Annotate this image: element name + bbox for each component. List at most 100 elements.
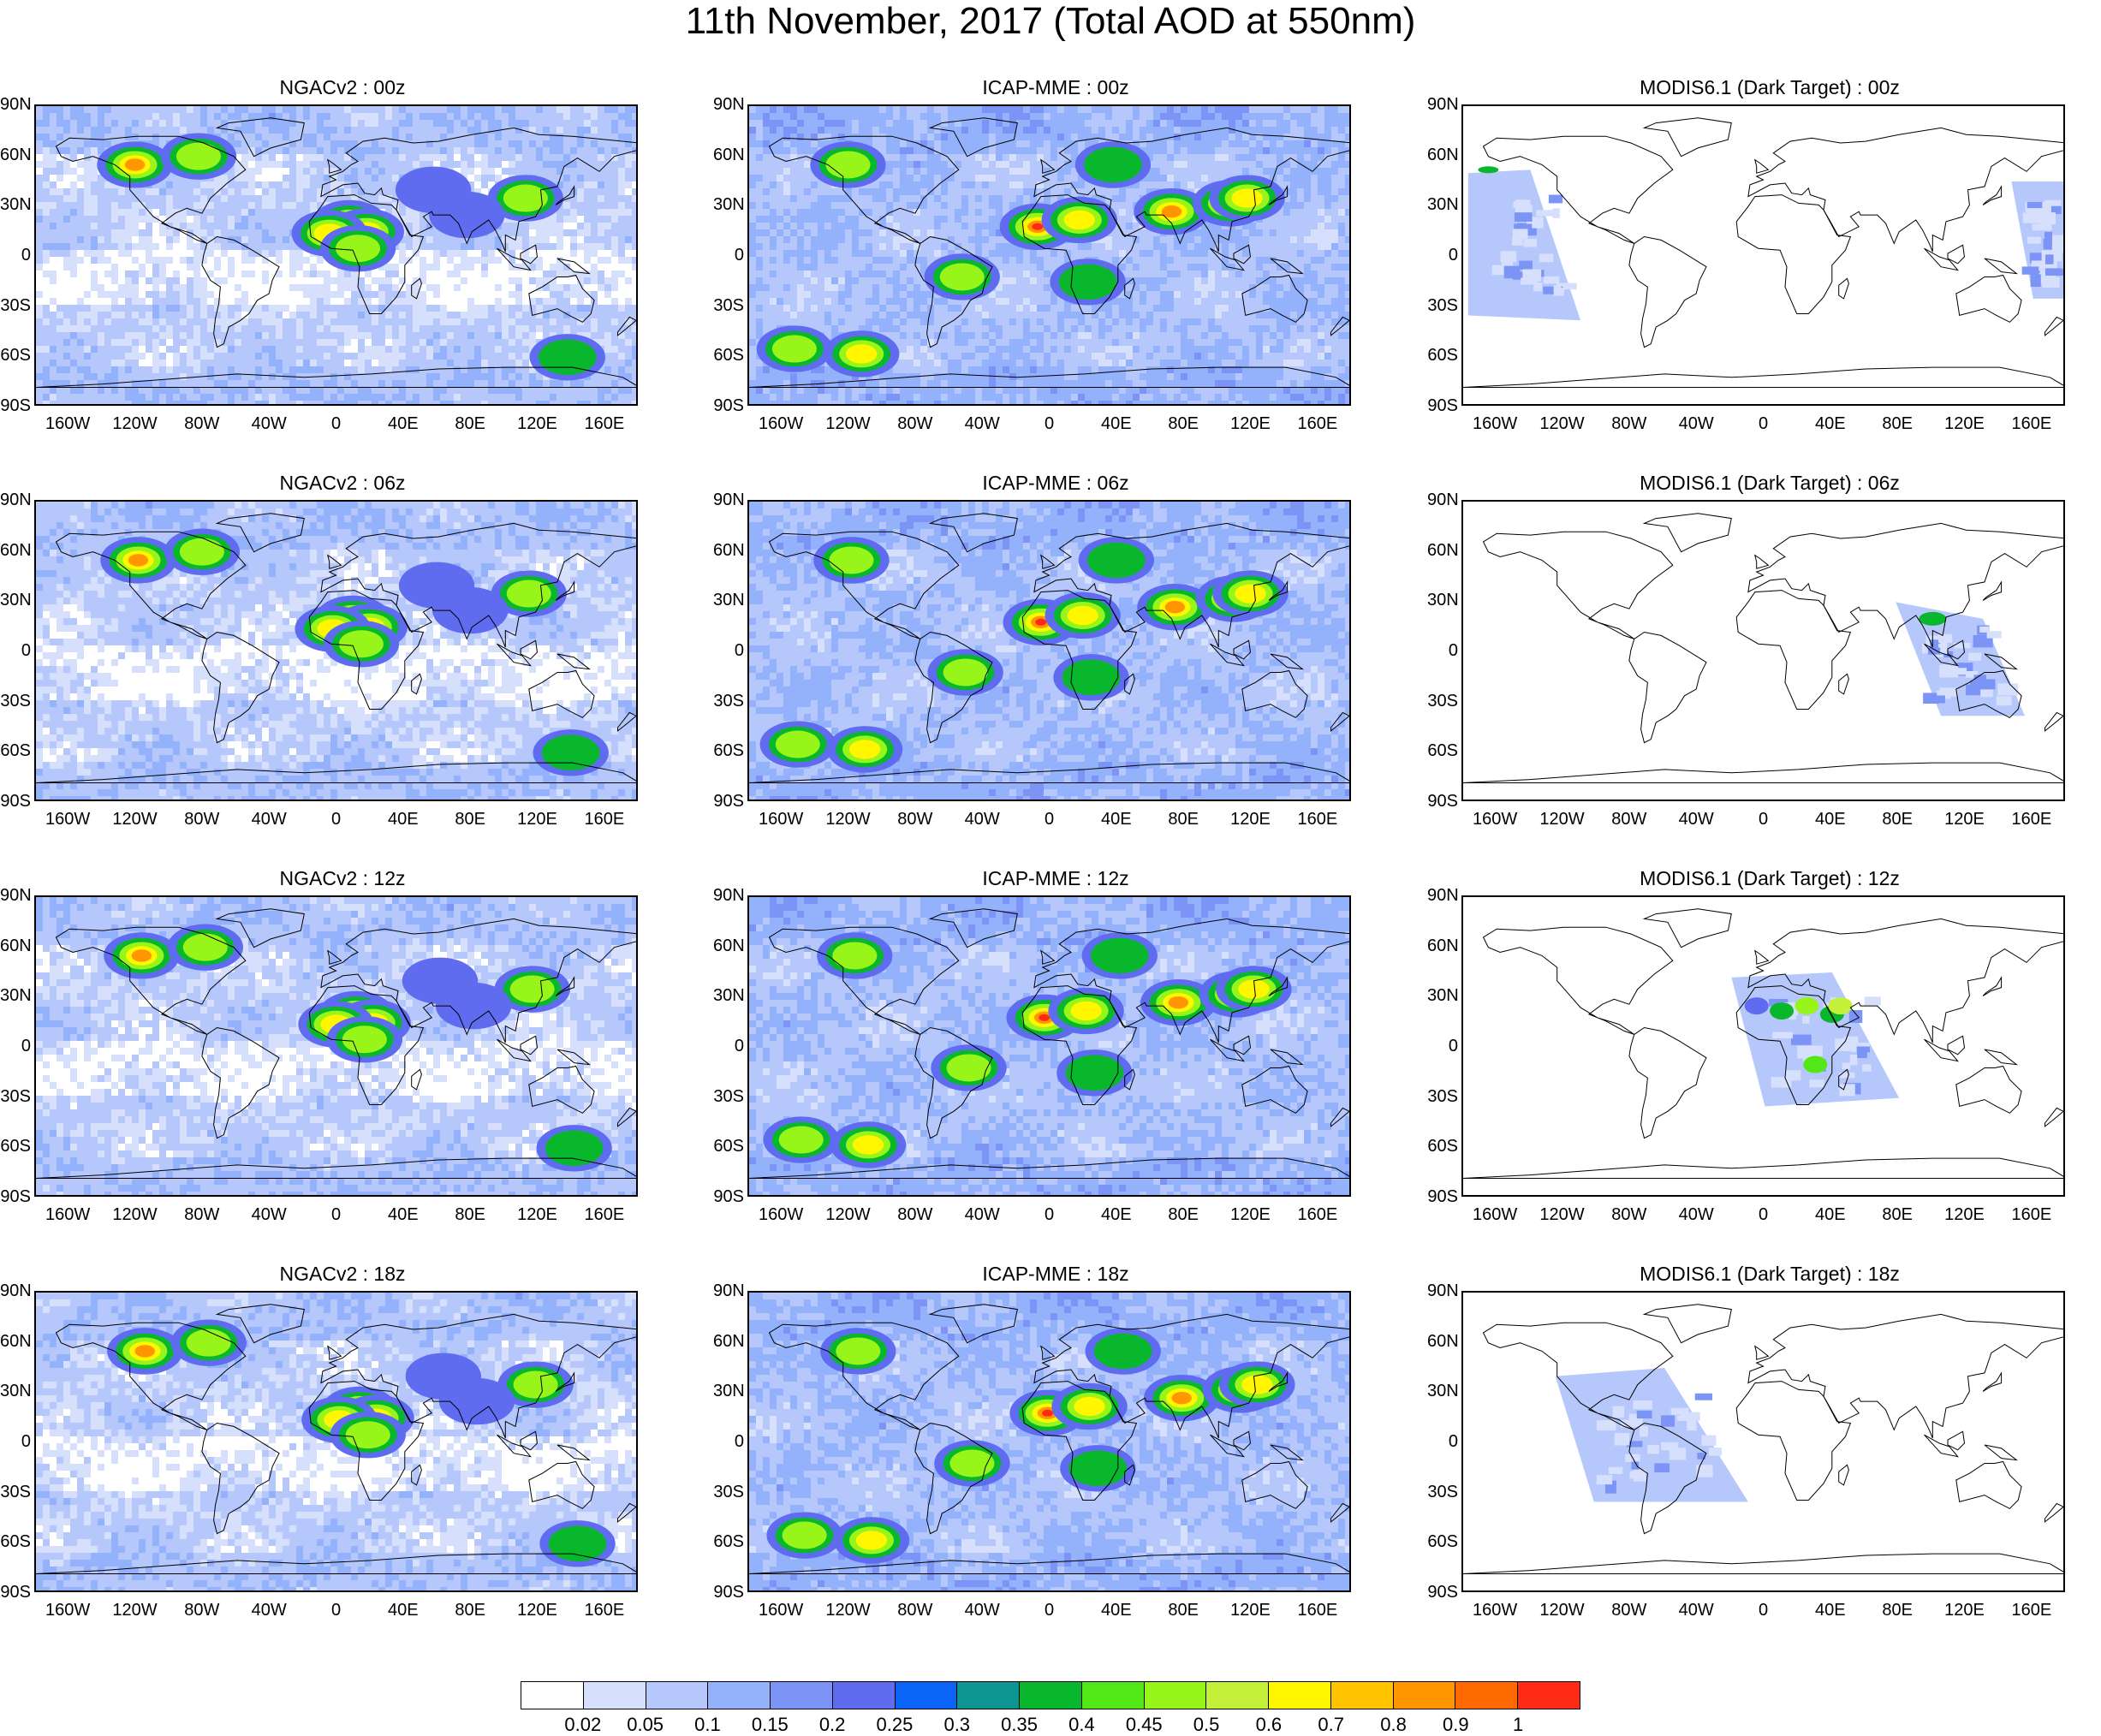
- lat-label: 60N: [1427, 146, 1458, 164]
- lon-label: 0: [1015, 414, 1084, 433]
- lon-label: 0: [1729, 1205, 1798, 1224]
- map-canvas: [1463, 1293, 2065, 1592]
- lat-label: 60N: [1427, 936, 1458, 955]
- lon-label: 120E: [1931, 810, 1999, 829]
- aod-hotspot-9: [813, 537, 889, 583]
- lon-label: 160W: [747, 1601, 815, 1620]
- lon-label: 80E: [1149, 1601, 1217, 1620]
- lon-label: 40E: [1796, 1205, 1865, 1224]
- lon-label: 80E: [1149, 414, 1217, 433]
- lon-label: 160E: [1997, 1601, 2066, 1620]
- lon-label: 120W: [101, 1205, 170, 1224]
- map-modis-18z: [1461, 1291, 2065, 1592]
- lon-label: 80W: [881, 1205, 949, 1224]
- map-icap-06z: [747, 500, 1351, 801]
- aod-hotspot-6: [1050, 259, 1125, 305]
- lon-label: 80W: [881, 1601, 949, 1620]
- colorbar-label: 0.5: [1172, 1714, 1241, 1736]
- lon-label: 80W: [1595, 810, 1664, 829]
- aod-hotspot-7: [533, 729, 609, 776]
- lon-label: 160E: [1997, 810, 2066, 829]
- lon-label: 120W: [814, 1601, 883, 1620]
- colorbar-box-14: [1394, 1682, 1456, 1709]
- map-canvas: [36, 106, 638, 406]
- lat-label: 60N: [1427, 1332, 1458, 1351]
- map-canvas: [749, 106, 1351, 406]
- colorbar-box-10: [1145, 1682, 1207, 1709]
- lon-label: 120W: [814, 414, 883, 433]
- aod-hotspot-4: [1209, 175, 1284, 221]
- lat-label: 0: [0, 246, 31, 265]
- lat-label: 60S: [1427, 346, 1458, 365]
- panel-title: MODIS6.1 (Dark Target) : 12z: [1461, 866, 2078, 890]
- lat-label: 0: [1427, 1432, 1458, 1451]
- aod-hotspot-4: [100, 537, 176, 583]
- lat-label: 90N: [1427, 95, 1458, 114]
- colorbar-box-1: [584, 1682, 646, 1709]
- lon-label: 80E: [436, 810, 504, 829]
- lon-label: 40E: [1796, 810, 1865, 829]
- colorbar-label: 0.25: [860, 1714, 929, 1736]
- aod-hotspot-5: [925, 253, 1000, 300]
- lon-label: 160W: [747, 414, 815, 433]
- lon-label: 40W: [948, 1205, 1016, 1224]
- lon-label: 80E: [1149, 1205, 1217, 1224]
- lat-label: 0: [713, 641, 744, 660]
- lat-label: 60N: [0, 541, 31, 560]
- lat-label: 30N: [0, 986, 31, 1005]
- panel-title: NGACv2 : 00z: [34, 75, 651, 99]
- colorbar-label: 0.3: [923, 1714, 991, 1736]
- colorbar-box-4: [771, 1682, 833, 1709]
- lon-label: 40W: [1662, 1601, 1730, 1620]
- colorbar: [521, 1681, 1580, 1709]
- aod-hotspot-4: [97, 141, 172, 187]
- aod-hotspot-8: [830, 1121, 906, 1168]
- lat-label: 60N: [713, 1332, 744, 1351]
- colorbar-box-3: [708, 1682, 771, 1709]
- lat-label: 30N: [1427, 986, 1458, 1005]
- lon-label: 160E: [1997, 414, 2066, 433]
- aod-hotspot-5: [927, 649, 1003, 695]
- aod-hotspot-3: [330, 1412, 406, 1458]
- aod-hotspot-7: [760, 721, 836, 767]
- lat-label: 90S: [713, 792, 744, 811]
- lon-label: 160E: [570, 1601, 639, 1620]
- lat-label: 90N: [1427, 886, 1458, 905]
- map-icap-18z: [747, 1291, 1351, 1592]
- lon-label: 160E: [1283, 414, 1352, 433]
- map-canvas: [749, 502, 1351, 801]
- aod-hotspot-5: [934, 1440, 1009, 1486]
- aod-hotspot-5: [164, 528, 240, 574]
- colorbar-box-5: [833, 1682, 896, 1709]
- lon-label: 80W: [1595, 1601, 1664, 1620]
- colorbar-box-16: [1518, 1682, 1580, 1709]
- lat-label: 0: [1427, 1037, 1458, 1055]
- lat-label: 30N: [0, 1382, 31, 1400]
- colorbar-label: 0.2: [798, 1714, 866, 1736]
- lat-label: 30S: [1427, 1483, 1458, 1501]
- lon-label: 120E: [1931, 414, 1999, 433]
- main-title: 11th November, 2017 (Total AOD at 550nm): [0, 0, 2101, 43]
- panel-title: ICAP-MME : 18z: [747, 1262, 1364, 1286]
- coastlines: [1463, 1305, 2065, 1574]
- lat-label: 30S: [713, 1087, 744, 1106]
- lon-label: 0: [1729, 414, 1798, 433]
- lat-label: 90N: [1427, 490, 1458, 509]
- lon-label: 80W: [1595, 1205, 1664, 1224]
- lon-label: 160W: [33, 810, 102, 829]
- colorbar-label: 0.45: [1110, 1714, 1178, 1736]
- colorbar-label: 0.02: [549, 1714, 617, 1736]
- lat-label: 30N: [713, 591, 744, 609]
- aod-hotspot-10: [1075, 141, 1151, 187]
- map-canvas: [1463, 897, 2065, 1197]
- lat-label: 30N: [1427, 1382, 1458, 1400]
- lat-label: 0: [713, 1037, 744, 1055]
- aod-hotspot-7: [757, 325, 832, 372]
- lon-label: 80W: [1595, 414, 1664, 433]
- colorbar-box-12: [1269, 1682, 1331, 1709]
- lon-label: 40E: [1082, 1601, 1151, 1620]
- lon-label: 120W: [1528, 810, 1597, 829]
